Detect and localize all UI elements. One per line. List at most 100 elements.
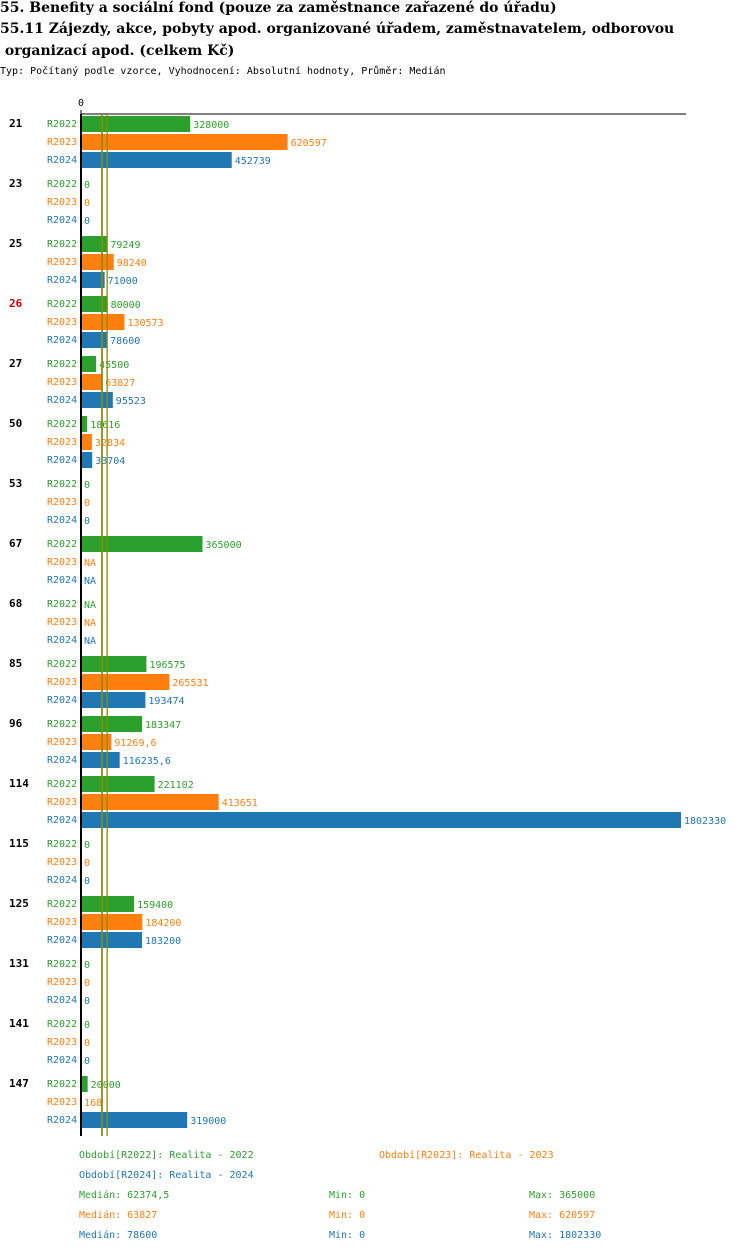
series-label: R2024	[47, 755, 77, 766]
data-label: 0	[84, 996, 90, 1007]
data-label: 20000	[91, 1080, 121, 1091]
data-label: 620597	[291, 138, 327, 149]
series-label: R2023	[47, 737, 77, 748]
data-label: 0	[84, 198, 90, 209]
bar	[81, 752, 120, 768]
series-label: R2023	[47, 557, 77, 568]
bar	[81, 152, 232, 168]
category-label: 125	[9, 897, 29, 910]
data-label: 452739	[235, 156, 271, 167]
bar	[81, 932, 142, 948]
series-label: R2023	[47, 257, 77, 268]
bar	[81, 416, 88, 432]
bar	[81, 674, 170, 690]
bar	[81, 656, 147, 672]
bar	[81, 374, 103, 390]
series-label: R2022	[47, 359, 77, 370]
bar	[81, 1076, 88, 1092]
category-label: 67	[9, 537, 22, 550]
data-label: 91269,6	[114, 738, 156, 749]
category-label: 21	[9, 117, 23, 130]
data-label: 32834	[95, 438, 125, 449]
bar	[81, 236, 108, 252]
series-label: R2023	[47, 1037, 77, 1048]
category-label: 141	[9, 1017, 29, 1030]
series-label: R2024	[47, 875, 77, 886]
bar	[81, 536, 203, 552]
series-label: R2022	[47, 659, 77, 670]
bar	[81, 356, 97, 372]
legend-median-r2023: Medián: 63827	[79, 1210, 158, 1221]
data-label: 0	[84, 498, 90, 509]
bar-chart: 0 21 R2022 328000 R2023 620597 R2024 452739 23 R2…	[9, 98, 726, 1136]
category-label: 27	[9, 357, 22, 370]
x-tick-label: 0	[78, 98, 84, 109]
data-label: 63827	[105, 378, 135, 389]
data-label: NA	[84, 618, 96, 629]
series-label: R2023	[47, 197, 77, 208]
series-label: R2022	[47, 599, 77, 610]
legend-min-r2022: Min: 0	[329, 1190, 366, 1201]
data-label: 78600	[110, 336, 140, 347]
bar	[81, 116, 191, 132]
data-label: 221102	[158, 780, 194, 791]
data-label: 196575	[149, 660, 185, 671]
data-label: NA	[84, 576, 96, 587]
series-label: R2023	[47, 797, 77, 808]
series-label: R2024	[47, 275, 77, 286]
data-label: 0	[84, 516, 90, 527]
legend-max-r2024: Max: 1802330	[529, 1230, 602, 1241]
series-label: R2024	[47, 395, 77, 406]
series-label: R2023	[47, 437, 77, 448]
data-label: NA	[84, 558, 96, 569]
series-label: R2022	[47, 539, 77, 550]
series-label: R2024	[47, 635, 77, 646]
series-label: R2024	[47, 575, 77, 586]
legend-period-r2022: Období[R2022]: Realita - 2022	[79, 1150, 254, 1161]
series-label: R2023	[47, 977, 77, 988]
series-label: R2023	[47, 917, 77, 928]
series-label: R2022	[47, 419, 77, 430]
bar	[81, 716, 143, 732]
series-label: R2024	[47, 215, 77, 226]
data-label: 0	[84, 1020, 90, 1031]
data-label: 159400	[137, 900, 173, 911]
legend-max-r2023: Max: 620597	[529, 1210, 596, 1221]
bar	[81, 296, 108, 312]
series-label: R2022	[47, 899, 77, 910]
series-label: R2023	[47, 497, 77, 508]
category-label: 147	[9, 1077, 29, 1090]
series-label: R2023	[47, 857, 77, 868]
data-label: 0	[84, 180, 90, 191]
bar	[81, 434, 92, 450]
series-label: R2023	[47, 317, 77, 328]
series-label: R2023	[47, 677, 77, 688]
series-label: R2023	[47, 1097, 77, 1108]
category-label: 85	[9, 657, 22, 670]
series-label: R2022	[47, 959, 77, 970]
legend-period-r2024: Období[R2024]: Realita - 2024	[79, 1170, 254, 1181]
data-label: NA	[84, 636, 96, 647]
series-label: R2024	[47, 515, 77, 526]
series-label: R2024	[47, 1115, 77, 1126]
category-label: 115	[9, 837, 29, 850]
data-label: 80000	[111, 300, 141, 311]
data-label: 79249	[110, 240, 140, 251]
data-label: 45500	[99, 360, 129, 371]
data-label: 0	[84, 858, 90, 869]
series-label: R2022	[47, 1019, 77, 1030]
category-label: 96	[9, 717, 23, 730]
chart-subtitle: Typ: Počítaný podle vzorce, Vyhodnocení:…	[0, 66, 446, 77]
data-label: 168	[84, 1098, 102, 1109]
data-label: 0	[84, 1056, 90, 1067]
data-label: 0	[84, 978, 90, 989]
chart-title-line-3: organizací apod. (celkem Kč)	[0, 43, 235, 59]
data-label: 365000	[206, 540, 242, 551]
bar	[81, 332, 108, 348]
series-label: R2022	[47, 239, 77, 250]
series-label: R2023	[47, 617, 77, 628]
bar	[81, 812, 681, 828]
series-label: R2023	[47, 137, 77, 148]
category-label: 25	[9, 237, 22, 250]
data-label: 319000	[190, 1116, 226, 1127]
